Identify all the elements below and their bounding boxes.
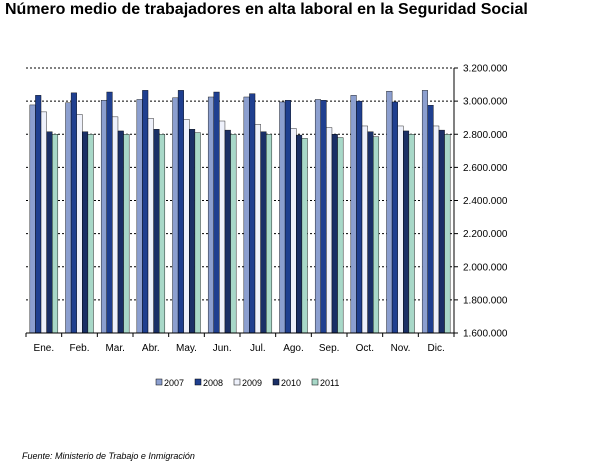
bar-2011-11 — [444, 134, 451, 334]
y-tick-label: 2.200.000 — [463, 229, 508, 240]
legend-label-2011: 2011 — [320, 378, 339, 388]
chart-title: Número medio de trabajadores en alta lab… — [5, 1, 528, 18]
x-tick-label: Ago. — [283, 343, 304, 354]
bar-2008-6 — [249, 93, 256, 334]
y-tick-label: 2.000.000 — [463, 262, 508, 273]
x-tick-label: Jul. — [250, 343, 266, 354]
y-tick-label: 1.800.000 — [463, 295, 508, 306]
bar-2007-4 — [172, 97, 179, 334]
bar-2009-9 — [361, 125, 368, 334]
bar-2010-10 — [403, 130, 410, 334]
x-tick-label: Dic. — [428, 343, 445, 354]
bar-2007-10 — [386, 90, 393, 334]
bar-2010-7 — [296, 134, 303, 334]
legend-swatch-2010 — [272, 378, 280, 386]
bar-2009-6 — [254, 124, 261, 334]
x-tick-label: Mar. — [105, 343, 124, 354]
y-tick-label: 3.200.000 — [463, 64, 508, 75]
bar-2007-5 — [207, 96, 214, 334]
bar-2011-7 — [301, 138, 308, 334]
legend: 2007 2008 2009 2010 2011 — [155, 378, 339, 388]
bar-2009-7 — [290, 128, 297, 334]
bar-2010-3 — [153, 129, 160, 334]
source-note: Fuente: Ministerio de Trabajo e Inmigrac… — [22, 451, 195, 461]
x-tick-label: Nov. — [391, 343, 411, 354]
bar-2010-1 — [82, 131, 89, 334]
bar-2010-5 — [224, 129, 231, 334]
bar-2008-11 — [427, 105, 434, 334]
legend-label-2010: 2010 — [281, 378, 301, 388]
bar-2011-10 — [408, 134, 415, 334]
axes: 1.600.000 1.800.000 2.000.000 2.200.000 2.40… — [25, 64, 508, 354]
y-tick-label: 1.600.000 — [463, 329, 508, 340]
bar-2007-3 — [136, 99, 143, 334]
bar-2007-0 — [29, 104, 36, 334]
bar-2010-2 — [117, 130, 124, 334]
x-tick-label: Abr. — [142, 343, 160, 354]
bars — [29, 90, 451, 334]
legend-swatch-2007 — [155, 378, 163, 386]
bar-2008-8 — [320, 100, 327, 334]
bar-2009-8 — [326, 127, 333, 334]
bar-2011-2 — [123, 134, 130, 334]
bar-2007-2 — [100, 100, 107, 334]
bar-2011-8 — [337, 137, 344, 334]
bar-2011-3 — [159, 134, 166, 334]
bar-2009-1 — [76, 114, 83, 334]
bar-2009-10 — [397, 125, 404, 334]
legend-label-2009: 2009 — [242, 378, 262, 388]
bar-2008-5 — [213, 91, 220, 334]
legend-swatch-2011 — [311, 378, 319, 386]
bar-2008-10 — [391, 101, 398, 334]
y-tick-label: 2.600.000 — [463, 163, 508, 174]
bar-2010-8 — [331, 134, 338, 334]
bar-2008-3 — [142, 90, 149, 334]
bar-2007-9 — [350, 95, 357, 334]
legend-label-2008: 2008 — [203, 378, 223, 388]
legend-swatch-2009 — [233, 378, 241, 386]
y-tick-label: 2.800.000 — [463, 130, 508, 141]
bar-2008-2 — [106, 91, 113, 334]
bar-2009-5 — [219, 120, 226, 334]
bar-2008-1 — [70, 92, 77, 334]
bar-2009-4 — [183, 119, 190, 334]
bar-2008-0 — [35, 95, 42, 334]
bar-2008-4 — [177, 90, 184, 334]
y-tick-label: 2.400.000 — [463, 196, 508, 207]
x-tick-label: Ene. — [34, 343, 55, 354]
bar-2011-9 — [373, 136, 380, 334]
bar-2011-5 — [230, 134, 237, 334]
legend-label-2007: 2007 — [164, 378, 184, 388]
bar-2011-1 — [87, 134, 94, 334]
bar-2010-4 — [189, 129, 196, 334]
bar-2007-8 — [314, 99, 321, 334]
bar-2008-7 — [284, 100, 291, 334]
bar-2008-9 — [356, 100, 363, 334]
x-tick-label: Sep. — [319, 343, 340, 354]
gridlines — [26, 67, 454, 301]
bar-2007-11 — [421, 90, 428, 334]
legend-swatch-2008 — [194, 378, 202, 386]
y-tick-label: 3.000.000 — [463, 97, 508, 108]
bar-2010-9 — [367, 131, 374, 334]
x-tick-label: May. — [176, 343, 197, 354]
bar-2010-0 — [46, 131, 53, 334]
bar-2009-11 — [433, 125, 440, 334]
bar-2010-11 — [438, 129, 445, 334]
bar-2011-0 — [52, 134, 59, 334]
bar-2010-6 — [260, 131, 267, 334]
bar-2007-1 — [65, 102, 72, 334]
bar-2007-7 — [279, 101, 286, 334]
bar-2007-6 — [243, 96, 250, 334]
bar-2011-6 — [266, 134, 273, 334]
x-tick-label: Oct. — [356, 343, 374, 354]
bar-2009-0 — [40, 111, 47, 334]
bar-2009-2 — [112, 116, 119, 334]
bar-2009-3 — [147, 118, 154, 334]
bar-2011-4 — [194, 132, 201, 334]
x-tick-label: Feb. — [69, 343, 89, 354]
x-tick-label: Jun. — [213, 343, 232, 354]
